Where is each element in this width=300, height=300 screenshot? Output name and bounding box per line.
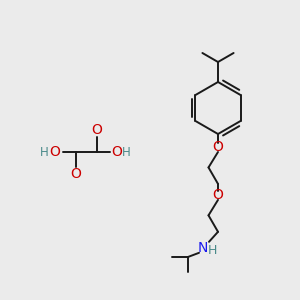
Text: H: H bbox=[207, 244, 217, 257]
Text: H: H bbox=[122, 146, 130, 160]
Text: O: O bbox=[92, 123, 102, 137]
Text: O: O bbox=[112, 145, 122, 159]
Text: O: O bbox=[213, 188, 224, 202]
Text: O: O bbox=[50, 145, 60, 159]
Text: H: H bbox=[40, 146, 48, 160]
Text: N: N bbox=[198, 241, 208, 255]
Text: O: O bbox=[213, 140, 224, 154]
Text: O: O bbox=[70, 167, 81, 181]
